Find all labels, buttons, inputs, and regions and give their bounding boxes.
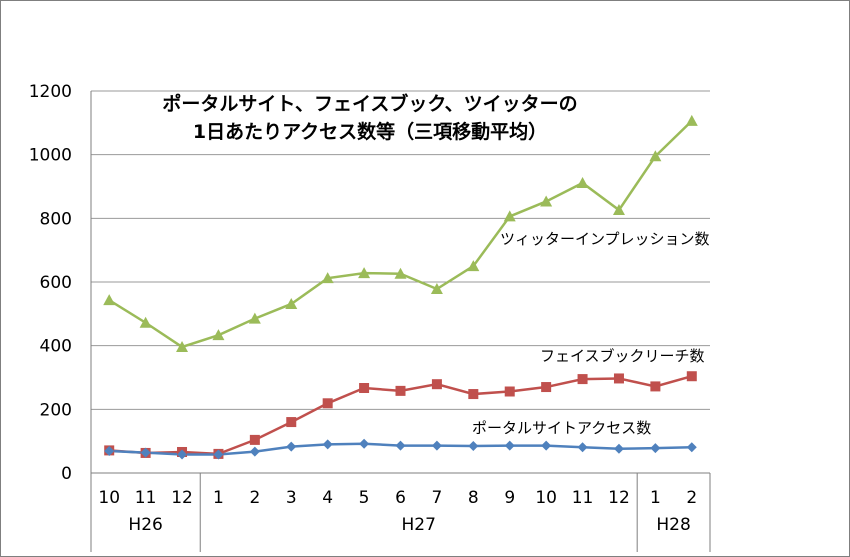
x-tick-label: 4 bbox=[322, 488, 333, 508]
data-point-diamond bbox=[541, 440, 552, 451]
data-point-triangle bbox=[248, 312, 261, 324]
data-point-triangle bbox=[103, 294, 116, 306]
data-point-diamond bbox=[286, 441, 297, 452]
y-tick-label: 1200 bbox=[29, 82, 72, 102]
y-axis-tick-labels: 0 200 400 600 800 1000 1200 bbox=[29, 82, 72, 484]
x-tick-label: 8 bbox=[468, 488, 479, 508]
data-point-triangle bbox=[467, 260, 480, 272]
y-tick-label: 1000 bbox=[29, 146, 72, 166]
series-markers bbox=[103, 114, 698, 460]
y-tick-label: 200 bbox=[40, 400, 72, 420]
data-point-diamond bbox=[468, 440, 479, 451]
x-tick-label: 6 bbox=[395, 488, 406, 508]
data-point-diamond bbox=[177, 449, 188, 460]
x-tick-label: 1 bbox=[213, 488, 224, 508]
axes bbox=[90, 91, 711, 552]
x-tick-label: 12 bbox=[608, 488, 630, 508]
x-tick-label: 3 bbox=[286, 488, 297, 508]
year-group-label: H27 bbox=[401, 515, 435, 535]
x-tick-label: 11 bbox=[135, 488, 157, 508]
data-point-triangle bbox=[430, 283, 443, 295]
data-point-square bbox=[577, 374, 588, 385]
data-point-triangle bbox=[139, 316, 152, 328]
data-point-triangle bbox=[503, 210, 516, 222]
data-point-square bbox=[359, 383, 370, 394]
data-point-triangle bbox=[212, 329, 225, 341]
y-tick-label: 0 bbox=[61, 464, 72, 484]
series-label: ツィッターインプレッション数 bbox=[500, 230, 710, 248]
data-point-diamond bbox=[431, 440, 442, 451]
chart-title-line: 1日あたりアクセス数等（三項移動平均） bbox=[193, 120, 547, 143]
data-point-diamond bbox=[359, 438, 370, 449]
data-point-square bbox=[395, 385, 406, 396]
chart-title: ポータルサイト、フェイスブック、ツイッターの 1日あたりアクセス数等（三項移動平均… bbox=[162, 92, 577, 143]
y-tick-label: 800 bbox=[40, 209, 72, 229]
year-group-label: H28 bbox=[656, 515, 690, 535]
data-point-triangle bbox=[576, 176, 589, 188]
data-point-square bbox=[650, 381, 661, 392]
x-tick-label: 1 bbox=[650, 488, 661, 508]
data-point-triangle bbox=[358, 267, 371, 279]
year-group-label: H26 bbox=[128, 515, 162, 535]
series-label: ポータルサイトアクセス数 bbox=[472, 419, 651, 437]
x-axis-tick-labels: 10 11 12 1 2 3 4 5 6 7 8 9 10 11 12 1 2 bbox=[98, 488, 697, 508]
data-point-triangle bbox=[176, 340, 189, 352]
x-tick-label: 5 bbox=[359, 488, 370, 508]
data-point-diamond bbox=[650, 443, 661, 454]
data-point-triangle bbox=[540, 195, 553, 207]
data-point-square bbox=[249, 434, 260, 445]
gridlines bbox=[91, 90, 710, 410]
data-point-square bbox=[286, 417, 297, 428]
data-point-diamond bbox=[395, 440, 406, 451]
data-point-diamond bbox=[104, 446, 115, 457]
x-tick-label: 7 bbox=[431, 488, 442, 508]
data-point-square bbox=[541, 382, 552, 393]
x-tick-label: 11 bbox=[572, 488, 594, 508]
data-point-diamond bbox=[249, 446, 260, 457]
data-point-triangle bbox=[321, 272, 334, 284]
series-lines bbox=[108, 120, 693, 456]
data-point-square bbox=[504, 386, 515, 397]
data-point-diamond bbox=[613, 443, 624, 454]
x-tick-label: 10 bbox=[535, 488, 557, 508]
data-point-triangle bbox=[612, 204, 625, 216]
data-point-diamond bbox=[140, 447, 151, 458]
data-point-triangle bbox=[685, 114, 698, 126]
x-tick-label: 12 bbox=[171, 488, 193, 508]
data-point-square bbox=[613, 373, 624, 384]
data-point-square bbox=[468, 389, 479, 400]
data-point-diamond bbox=[213, 449, 224, 460]
data-point-square bbox=[431, 379, 442, 390]
year-group-labels: H26 H27 H28 bbox=[128, 515, 690, 535]
x-tick-label: 10 bbox=[98, 488, 120, 508]
data-point-diamond bbox=[322, 439, 333, 450]
series-label: フェイスブックリーチ数 bbox=[540, 347, 705, 365]
data-point-square bbox=[322, 398, 333, 409]
x-tick-label: 9 bbox=[504, 488, 515, 508]
y-tick-label: 400 bbox=[40, 337, 72, 357]
y-tick-label: 600 bbox=[40, 273, 72, 293]
data-point-diamond bbox=[577, 442, 588, 453]
x-tick-label: 2 bbox=[686, 488, 697, 508]
data-point-diamond bbox=[686, 442, 697, 453]
data-point-triangle bbox=[394, 267, 407, 279]
data-point-triangle bbox=[285, 297, 298, 309]
x-tick-label: 2 bbox=[249, 488, 260, 508]
data-point-square bbox=[686, 371, 697, 382]
chart-title-line: ポータルサイト、フェイスブック、ツイッターの bbox=[162, 92, 577, 115]
data-point-diamond bbox=[504, 440, 515, 451]
data-point-triangle bbox=[649, 150, 662, 162]
